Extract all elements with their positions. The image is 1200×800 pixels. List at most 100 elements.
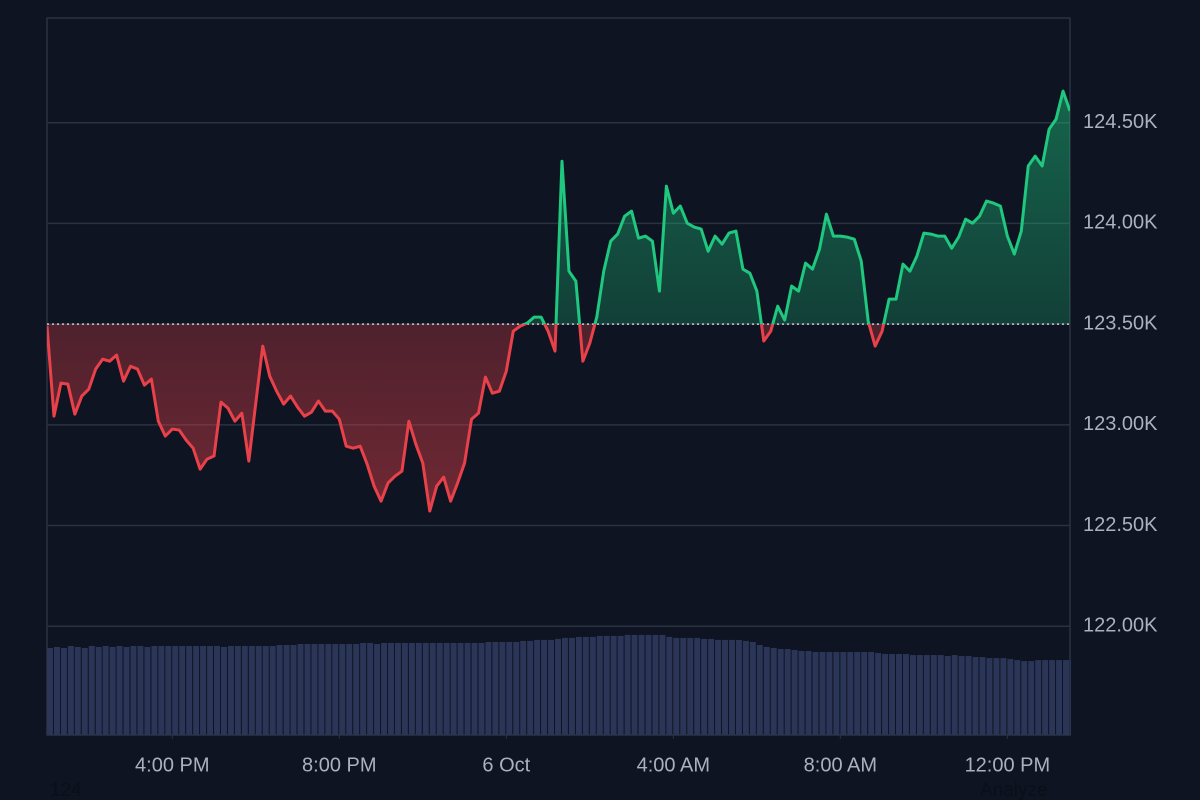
volume-bar	[88, 645, 95, 735]
volume-bar	[457, 642, 464, 735]
volume-bar	[749, 641, 756, 735]
volume-bar	[694, 637, 701, 735]
volume-bar	[227, 645, 234, 735]
volume-bar	[673, 637, 680, 735]
volume-bar	[875, 653, 882, 735]
volume-bar	[958, 656, 965, 735]
price-line-down	[47, 324, 886, 513]
volume-bar	[680, 637, 687, 735]
volume-bar	[944, 656, 951, 735]
volume-bar	[868, 652, 875, 735]
volume-bar	[729, 639, 735, 735]
analyze-button[interactable]: Analyze	[980, 780, 1048, 800]
x-tick-label: 8:00 AM	[804, 754, 877, 776]
volume-bar	[770, 647, 777, 735]
volume-bar	[214, 645, 220, 735]
volume-bar	[74, 646, 81, 735]
volume-bar	[471, 642, 478, 735]
volume-bar	[1056, 660, 1063, 735]
volume-bar	[220, 646, 227, 735]
y-tick-label: 124.00K	[1083, 212, 1158, 234]
volume-bar	[311, 643, 318, 735]
volume-bar	[763, 646, 770, 735]
volume-bar	[116, 645, 123, 735]
volume-bar	[548, 639, 555, 735]
volume-bar	[833, 652, 840, 735]
volume-bar	[151, 645, 158, 735]
volume-bar	[297, 643, 304, 735]
volume-bar	[262, 645, 269, 735]
volume-bar	[464, 642, 471, 735]
volume-bar	[109, 646, 116, 735]
volume-bar	[889, 654, 896, 735]
volume-bar	[353, 643, 360, 735]
volume-bar	[186, 645, 193, 735]
volume-bar	[1042, 660, 1049, 735]
volume-bar	[165, 645, 172, 735]
volume-bar	[1028, 661, 1035, 735]
volume-bar	[805, 651, 812, 735]
volume-bar	[193, 645, 200, 735]
volume-bar	[624, 634, 631, 735]
volume-bar	[318, 643, 325, 735]
volume-bar	[722, 639, 728, 735]
volume-bar	[381, 642, 387, 735]
volume-bar	[137, 645, 144, 735]
volume-bar	[555, 638, 561, 735]
volume-bar	[429, 642, 436, 735]
volume-bar	[819, 652, 826, 735]
volume-bar	[603, 635, 610, 735]
volume-bar	[896, 654, 902, 735]
volume-bar	[436, 642, 443, 735]
volume-bar	[499, 641, 506, 735]
volume-bar	[708, 638, 715, 735]
volume-bar	[130, 645, 137, 735]
volume-bar	[937, 655, 944, 735]
volume-bar	[172, 645, 179, 735]
volume-bar	[81, 647, 88, 735]
volume-bar	[60, 647, 67, 735]
volume-bar	[812, 652, 819, 735]
volume-bar	[346, 643, 353, 735]
volume-bar	[1070, 660, 1071, 735]
volume-bar	[1000, 658, 1007, 735]
y-tick-label: 122.50K	[1083, 514, 1158, 536]
volume-bar	[1021, 661, 1028, 735]
y-tick-label: 124.50K	[1083, 111, 1158, 133]
volume-bar	[568, 637, 575, 735]
volume-bar	[575, 636, 582, 735]
volume-bar	[520, 640, 527, 735]
volume-bar	[610, 635, 617, 735]
volume-bar	[283, 644, 290, 735]
volume-bar	[645, 634, 652, 735]
volume-bar	[450, 642, 457, 735]
x-tick-label: 6 Oct	[482, 754, 530, 776]
volume-bar	[179, 645, 186, 735]
volume-bar	[541, 639, 548, 735]
volume-bar	[791, 650, 798, 735]
y-tick-label: 122.00K	[1083, 615, 1158, 637]
x-tick-label: 8:00 PM	[302, 754, 376, 776]
volume-bar	[986, 658, 993, 735]
volume-bar	[652, 634, 659, 735]
volume-bar	[742, 640, 749, 735]
volume-bar	[374, 643, 381, 735]
volume-bar	[144, 646, 151, 735]
volume-bar	[102, 645, 109, 735]
y-tick-label: 123.50K	[1083, 312, 1158, 334]
volume-bar	[777, 649, 784, 735]
volume-bar	[332, 643, 339, 735]
volume-bar	[965, 656, 972, 735]
volume-bar	[687, 637, 694, 735]
volume-bar	[47, 647, 53, 735]
volume-bar	[506, 641, 513, 735]
volume-bar	[234, 645, 241, 735]
volume-bar	[394, 642, 401, 735]
footer-left: 124	[50, 780, 82, 800]
volume-bar	[478, 642, 485, 735]
volume-bar	[923, 655, 930, 735]
volume-bar	[861, 652, 868, 735]
volume-bar	[360, 642, 367, 735]
volume-bar	[388, 642, 394, 735]
